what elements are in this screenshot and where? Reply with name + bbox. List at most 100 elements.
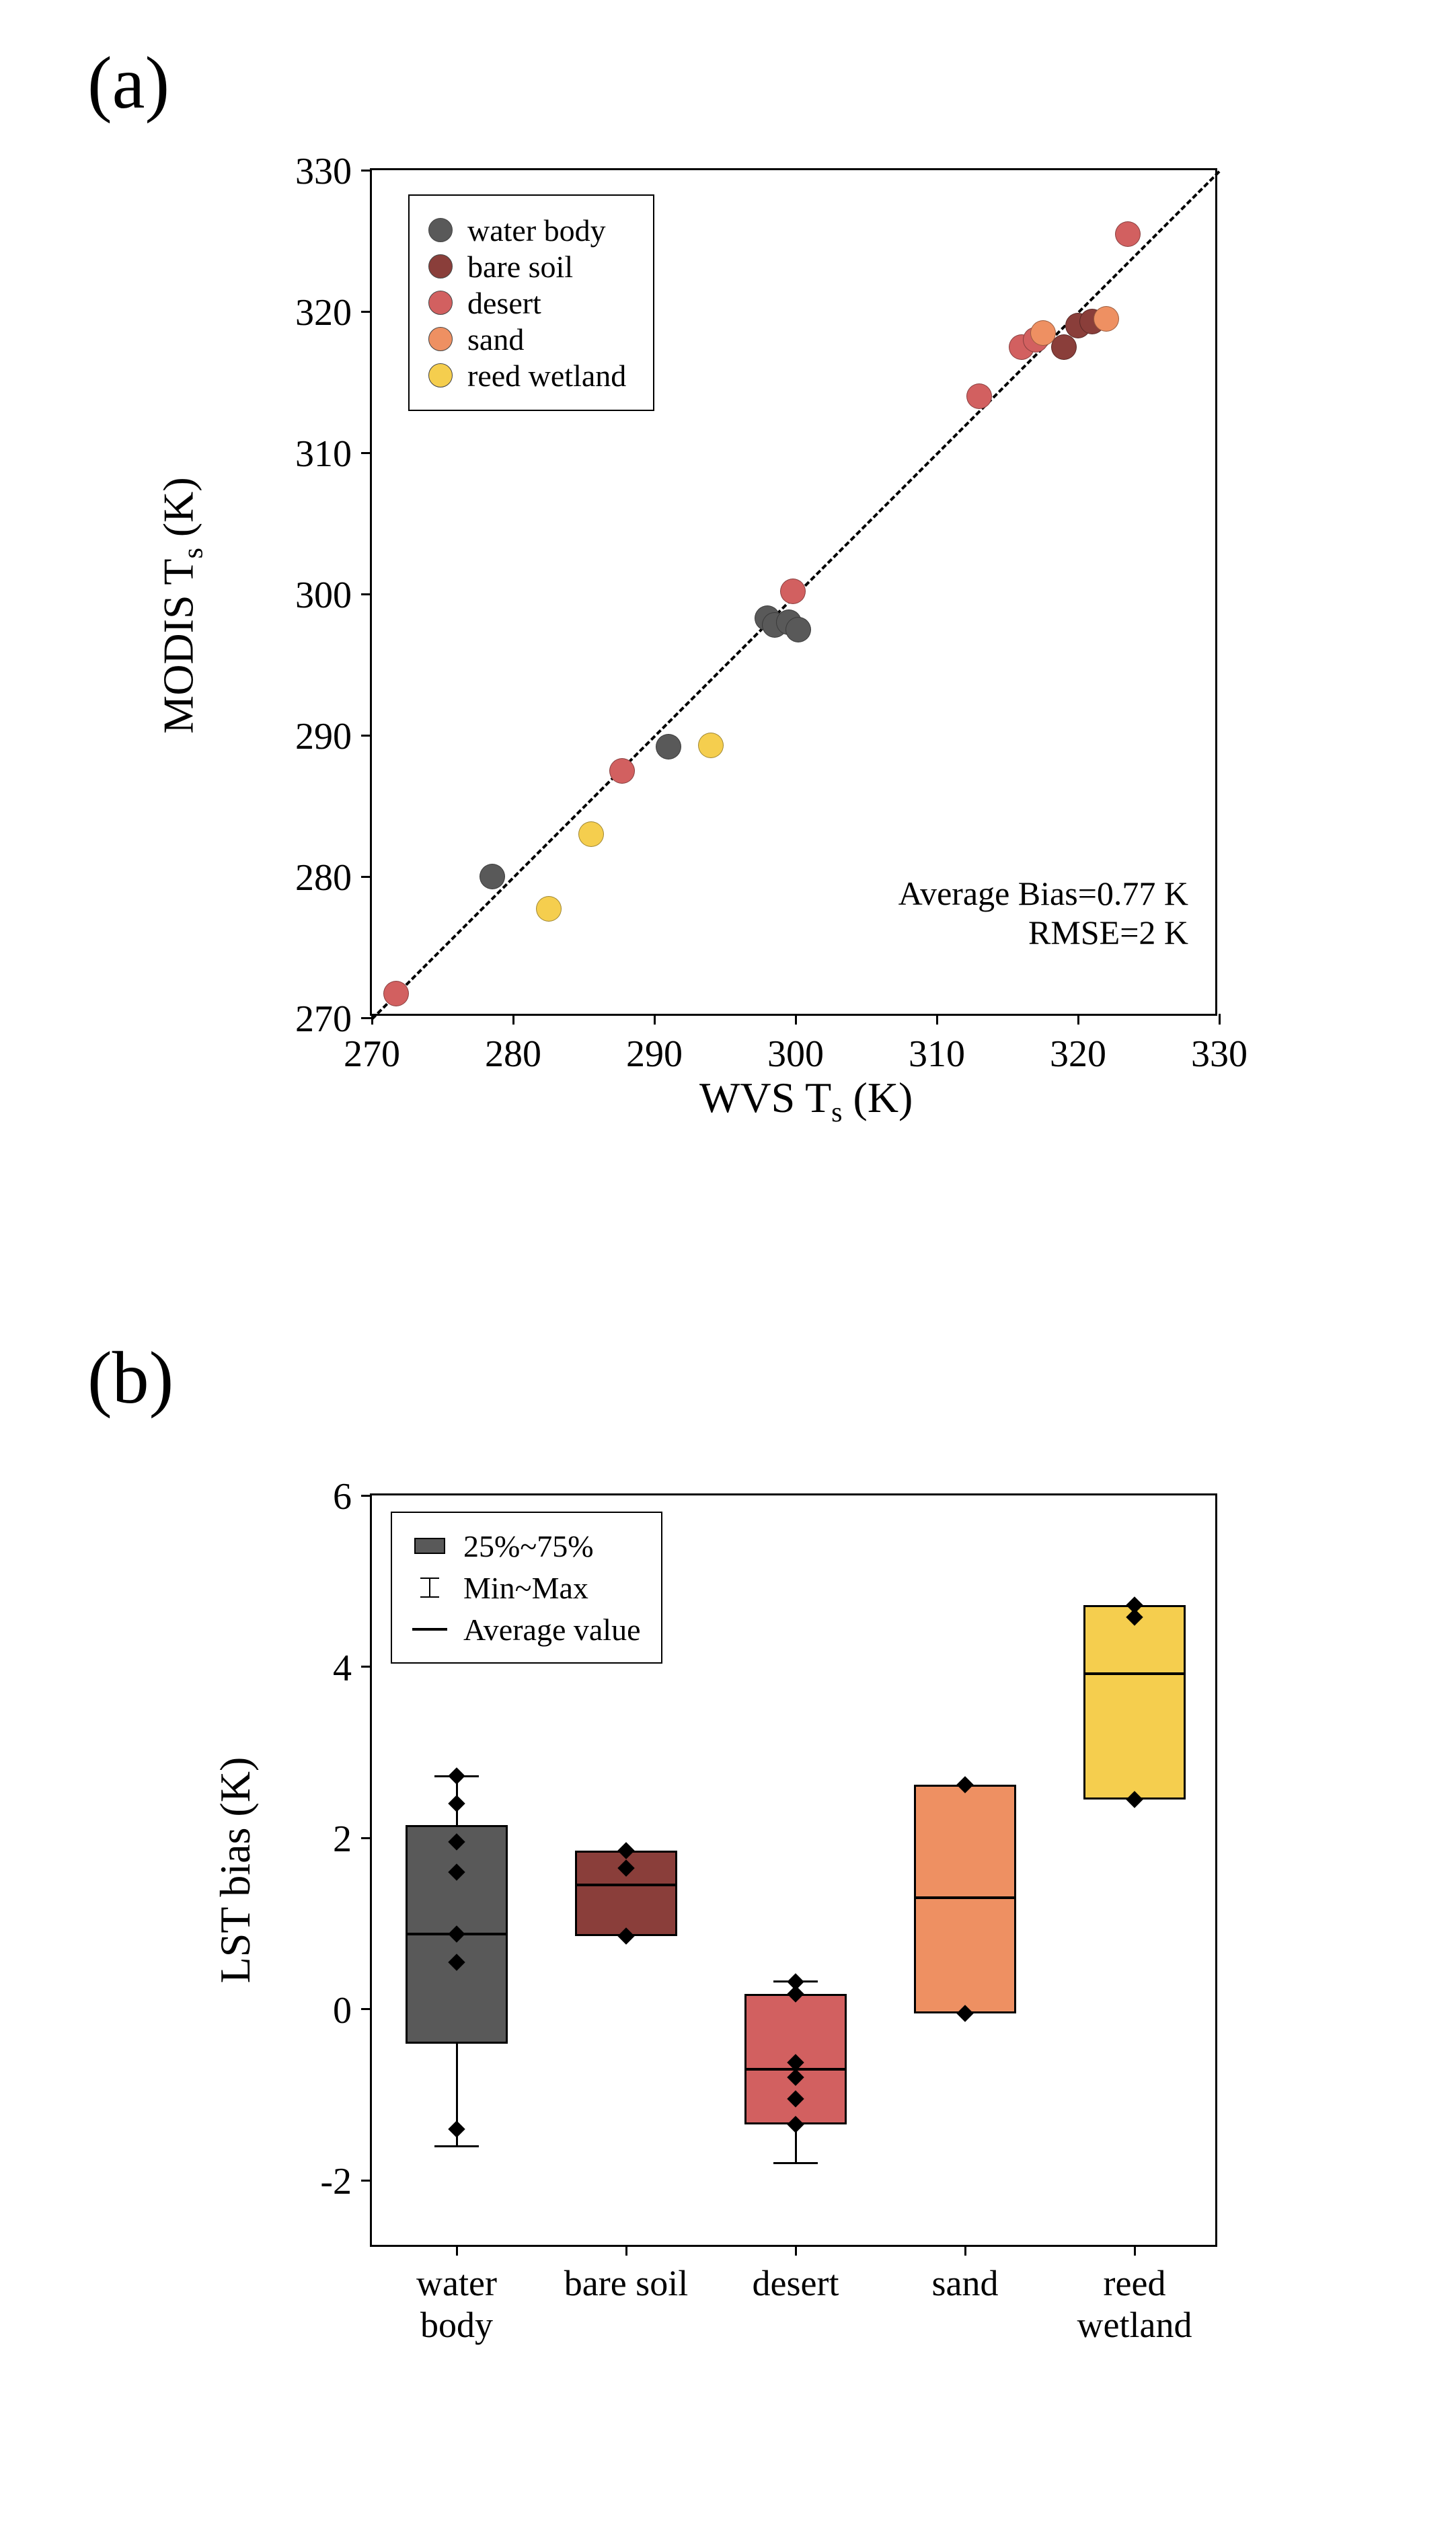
- scatter-point: [1030, 320, 1056, 346]
- y-tick-label: 270: [271, 998, 352, 1041]
- y-tick: [361, 1666, 372, 1668]
- y-tick-label: 300: [271, 574, 352, 617]
- box-data-point: [448, 2120, 465, 2137]
- y-tick-label: 330: [271, 150, 352, 193]
- x-tick: [964, 2245, 966, 2256]
- legend-label: sand: [467, 322, 524, 357]
- y-tick: [361, 1837, 372, 1839]
- legend-marker: [428, 327, 453, 351]
- x-tick: [795, 2245, 797, 2256]
- legend-marker: [428, 254, 453, 279]
- panel-b-label: (b): [87, 1335, 174, 1421]
- boxplot-plot-area: 25%~75%Min~MaxAverage value -20246waterb…: [370, 1493, 1217, 2247]
- x-tick-label: 310: [903, 1033, 970, 1076]
- legend-label: bare soil: [467, 249, 573, 285]
- scatter-point: [480, 864, 505, 889]
- y-tick-label: 320: [271, 291, 352, 334]
- box-median: [575, 1884, 677, 1886]
- y-tick-label: 6: [284, 1475, 352, 1518]
- scatter-point: [1094, 306, 1119, 332]
- y-tick: [361, 2008, 372, 2010]
- scatter-point: [656, 734, 681, 759]
- scatter-plot-area: water bodybare soildesertsandreed wetlan…: [370, 168, 1217, 1016]
- scatter-point: [383, 981, 409, 1006]
- y-tick: [361, 452, 372, 454]
- legend-marker: [428, 363, 453, 387]
- x-tick-label: reedwetland: [1061, 2262, 1209, 2346]
- x-tick-label: 280: [480, 1033, 547, 1076]
- y-tick: [361, 170, 372, 172]
- x-tick: [936, 1014, 938, 1025]
- box-data-point: [448, 1795, 465, 1812]
- legend-marker: [428, 291, 453, 315]
- y-tick: [361, 735, 372, 737]
- legend-item: reed wetland: [428, 357, 626, 394]
- x-tick-label: 320: [1044, 1033, 1112, 1076]
- x-tick: [456, 2245, 458, 2256]
- legend-label: Average value: [463, 1612, 641, 1647]
- x-tick-label: 330: [1186, 1033, 1253, 1076]
- legend-label: reed wetland: [467, 358, 626, 394]
- x-tick: [512, 1014, 514, 1025]
- boxplot-legend: 25%~75% Min~Max Average value: [391, 1512, 662, 1664]
- x-tick: [625, 2245, 627, 2256]
- legend-label: water body: [467, 213, 606, 248]
- legend-item: water body: [428, 212, 626, 248]
- box-data-point: [787, 1973, 804, 1990]
- legend-marker: [428, 218, 453, 242]
- legend-item: Average value: [408, 1608, 641, 1650]
- scatter-annotation: Average Bias=0.77 K: [898, 874, 1188, 913]
- whisker-cap: [773, 2162, 818, 2164]
- legend-item: bare soil: [428, 248, 626, 285]
- scatter-panel: water bodybare soildesertsandreed wetlan…: [229, 121, 1278, 1144]
- scatter-point: [536, 896, 562, 922]
- x-tick-label: bare soil: [552, 2262, 700, 2304]
- x-tick: [1134, 2245, 1136, 2256]
- x-tick: [1077, 1014, 1079, 1025]
- boxplot-y-axis-title: LST bias (K): [210, 1757, 260, 1984]
- legend-label: 25%~75%: [463, 1528, 594, 1564]
- x-tick: [795, 1014, 797, 1025]
- scatter-point: [698, 733, 724, 758]
- x-tick-label: sand: [891, 2262, 1039, 2304]
- x-tick-label: desert: [722, 2262, 870, 2304]
- legend-item: sand: [428, 321, 626, 357]
- y-tick-label: 0: [284, 1989, 352, 2032]
- scatter-point: [786, 617, 811, 642]
- y-tick-label: 280: [271, 856, 352, 899]
- y-tick-label: 290: [271, 715, 352, 758]
- y-tick: [361, 876, 372, 878]
- x-tick-label: 290: [621, 1033, 688, 1076]
- scatter-point: [780, 579, 806, 604]
- boxplot-panel: 25%~75% Min~Max Average value -2 0 2 4 6 waterb…: [229, 1413, 1278, 2435]
- panel-a-label: (a): [87, 40, 169, 126]
- y-tick-label: -2: [284, 2160, 352, 2203]
- scatter-y-axis-title: MODIS Ts (K): [154, 477, 210, 733]
- scatter-point: [1115, 221, 1141, 247]
- y-tick-label: 2: [284, 1818, 352, 1861]
- y-tick-label: 310: [271, 433, 352, 476]
- x-tick-label: 300: [762, 1033, 829, 1076]
- scatter-x-axis-title: WVS Ts (K): [699, 1073, 913, 1129]
- legend-item: Min~Max: [408, 1567, 641, 1608]
- scatter-point: [578, 821, 604, 847]
- y-tick: [361, 593, 372, 595]
- whisker-cap: [434, 2145, 480, 2147]
- scatter-annotation: RMSE=2 K: [1028, 913, 1188, 952]
- legend-label: desert: [467, 285, 541, 321]
- legend-item: desert: [428, 285, 626, 321]
- box: [1083, 1605, 1185, 1800]
- y-tick: [361, 2180, 372, 2182]
- box-median: [1083, 1672, 1185, 1675]
- x-tick: [654, 1014, 656, 1025]
- scatter-point: [1051, 334, 1077, 360]
- legend-item: 25%~75%: [408, 1525, 641, 1567]
- scatter-point: [609, 758, 635, 784]
- scatter-legend: water bodybare soildesertsandreed wetlan…: [408, 194, 654, 411]
- box-median: [914, 1896, 1016, 1899]
- y-tick: [361, 1495, 372, 1497]
- scatter-point: [966, 383, 992, 409]
- y-tick-label: 4: [284, 1647, 352, 1690]
- legend-label: Min~Max: [463, 1570, 588, 1606]
- x-tick-label: waterbody: [383, 2262, 531, 2346]
